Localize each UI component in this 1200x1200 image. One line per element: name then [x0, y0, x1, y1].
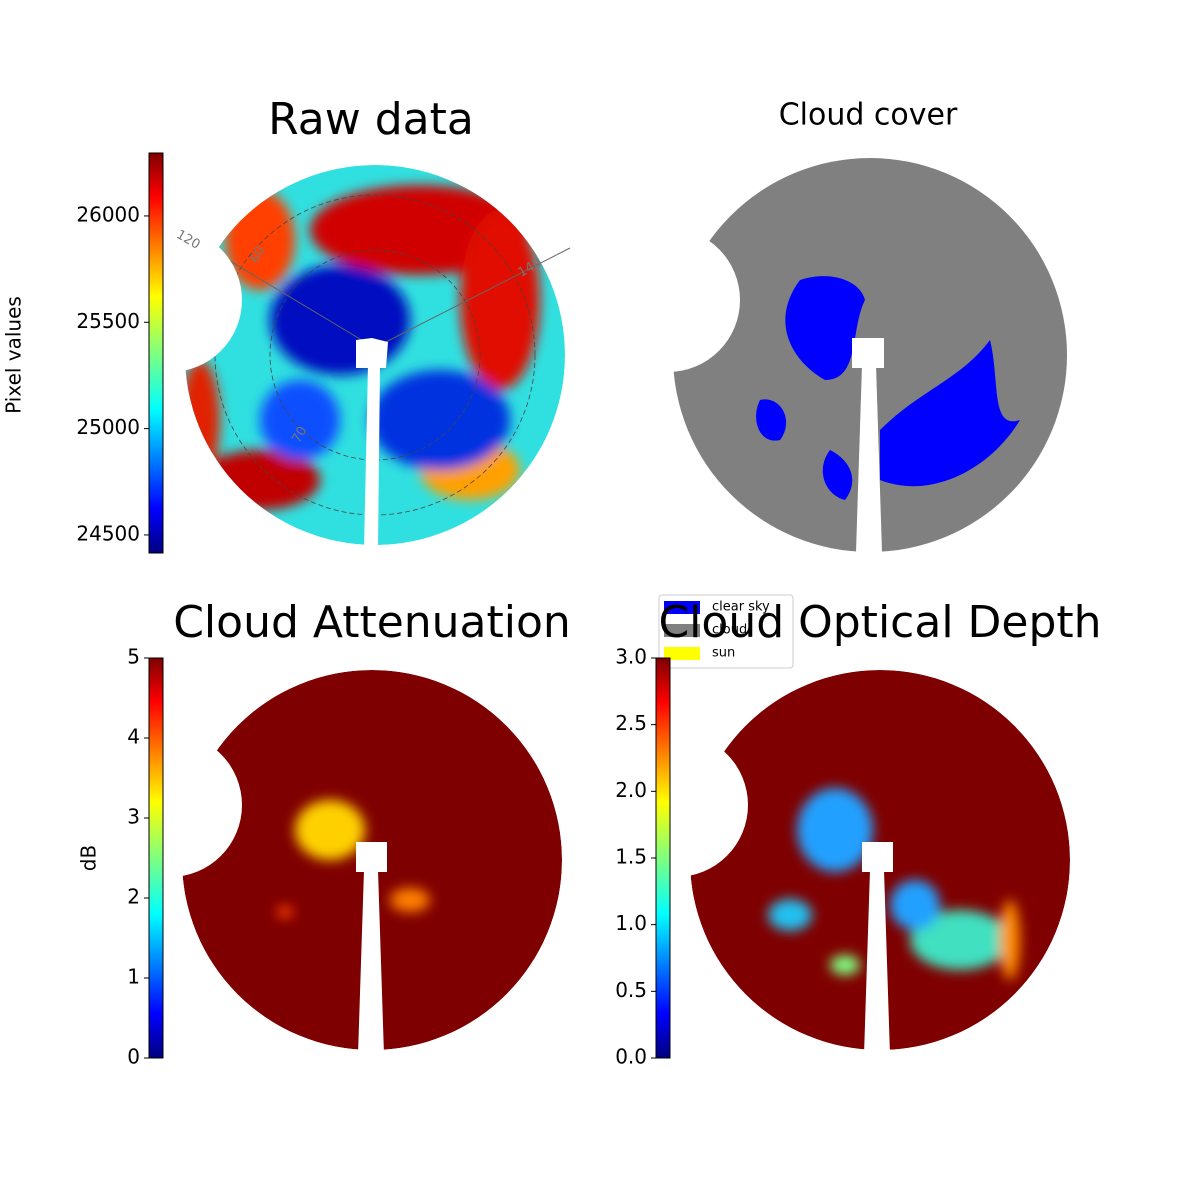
raw-image [185, 165, 565, 545]
colorbar-tick-label: 26000 [76, 202, 140, 226]
panel-title: Raw data [268, 94, 474, 145]
colorbar-tick-label: 0 [127, 1045, 140, 1069]
colorbar-label: dB [77, 845, 101, 871]
legend-label: clear sky [712, 600, 770, 615]
colorbar-tick-label: 3 [127, 805, 140, 829]
panel-title: Cloud Attenuation [173, 597, 571, 648]
colorbar-tick-label: 5 [127, 645, 140, 669]
colorbar-tick-label: 2.5 [615, 711, 647, 735]
angle-annotation: 70 [289, 424, 310, 446]
legend-swatch [664, 601, 700, 614]
legend-swatch [664, 647, 700, 660]
colorbar-tick-label: 2 [127, 885, 140, 909]
panel-title: Cloud cover [779, 98, 958, 133]
colorbar [655, 657, 671, 1059]
colorbar [148, 152, 164, 554]
colorbar-tick-label: 4 [127, 725, 140, 749]
legend-swatch [664, 624, 700, 637]
colorbar-label: Pixel values [2, 296, 26, 414]
legend-label: sun [712, 646, 735, 661]
cloud-cover-image [596, 158, 1067, 552]
colorbar-tick-label: 2.0 [615, 778, 647, 802]
colorbar-tick-label: 25500 [76, 309, 140, 333]
panel-title: Cloud Optical Depth [658, 597, 1101, 648]
colorbar-tick-label: 24500 [76, 521, 140, 545]
legend-label: cloud [712, 623, 747, 638]
colorbar-tick-label: 25000 [76, 415, 140, 439]
colorbar-tick-label: 0.5 [615, 978, 647, 1002]
colorbar-tick-label: 1 [127, 965, 140, 989]
colorbar-tick-label: 1.5 [615, 845, 647, 869]
colorbar-tick-label: 3.0 [615, 645, 647, 669]
colorbar-tick-label: 1.0 [615, 911, 647, 935]
angle-annotation: 60 [247, 244, 268, 266]
colorbar [148, 657, 164, 1059]
colorbar-tick-label: 0.0 [615, 1045, 647, 1069]
